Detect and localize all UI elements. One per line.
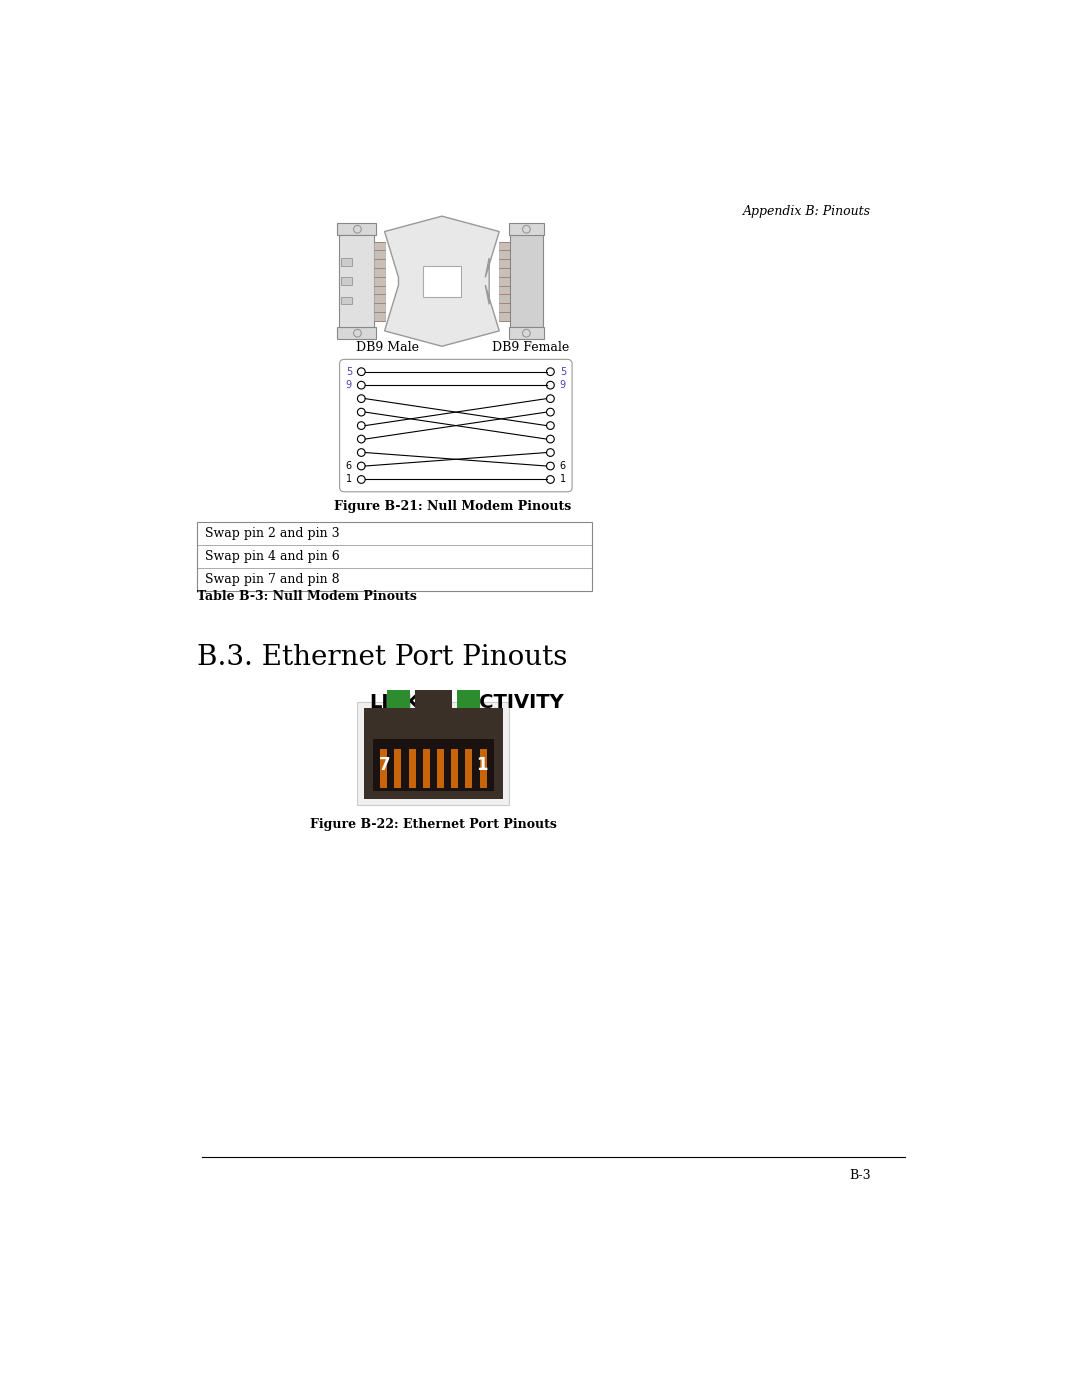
Bar — [408, 749, 416, 788]
Text: Figure B-22: Ethernet Port Pinouts: Figure B-22: Ethernet Port Pinouts — [310, 819, 557, 831]
Bar — [387, 690, 410, 708]
Bar — [380, 749, 387, 788]
Bar — [357, 703, 510, 805]
Text: DB9 Female: DB9 Female — [491, 341, 569, 353]
Text: 7: 7 — [379, 756, 391, 774]
Text: Swap pin 2 and pin 3: Swap pin 2 and pin 3 — [205, 527, 339, 539]
Bar — [480, 749, 487, 788]
Text: 1: 1 — [346, 475, 352, 485]
Polygon shape — [384, 217, 499, 346]
Text: Appendix B: Pinouts: Appendix B: Pinouts — [743, 204, 872, 218]
Bar — [509, 224, 544, 236]
Text: LINK: LINK — [369, 693, 420, 712]
Text: 9: 9 — [346, 380, 352, 390]
Bar — [394, 749, 402, 788]
Text: ACTIVITY: ACTIVITY — [464, 693, 565, 712]
Bar — [499, 242, 510, 321]
Bar — [373, 739, 494, 791]
Text: 1: 1 — [476, 756, 488, 774]
Bar — [341, 278, 352, 285]
Text: 6: 6 — [346, 461, 352, 471]
Text: 5: 5 — [346, 366, 352, 377]
Text: 9: 9 — [559, 380, 566, 390]
Bar — [451, 749, 458, 788]
Bar — [364, 708, 503, 799]
Bar — [374, 242, 384, 321]
Text: Swap pin 7 and pin 8: Swap pin 7 and pin 8 — [205, 573, 339, 587]
Bar — [510, 236, 542, 327]
FancyBboxPatch shape — [339, 359, 572, 492]
Bar — [337, 224, 376, 236]
Text: 1: 1 — [559, 475, 566, 485]
Bar — [339, 236, 374, 327]
Text: B-3: B-3 — [850, 1169, 872, 1182]
Bar — [457, 690, 480, 708]
Text: DB9 Male: DB9 Male — [356, 341, 419, 353]
Bar — [422, 749, 430, 788]
Bar — [465, 749, 472, 788]
Bar — [422, 265, 461, 296]
Bar — [197, 522, 592, 591]
Bar — [341, 258, 352, 265]
Text: Figure B-21: Null Modem Pinouts: Figure B-21: Null Modem Pinouts — [334, 500, 571, 513]
Bar — [341, 296, 352, 305]
Text: Swap pin 4 and pin 6: Swap pin 4 and pin 6 — [205, 550, 339, 563]
Text: B.3. Ethernet Port Pinouts: B.3. Ethernet Port Pinouts — [197, 644, 567, 671]
Bar — [415, 690, 451, 708]
Bar — [509, 327, 544, 339]
Text: 6: 6 — [559, 461, 566, 471]
Text: Table B-3: Null Modem Pinouts: Table B-3: Null Modem Pinouts — [197, 590, 417, 602]
Bar — [437, 749, 444, 788]
Bar — [337, 327, 376, 339]
Text: 5: 5 — [559, 366, 566, 377]
